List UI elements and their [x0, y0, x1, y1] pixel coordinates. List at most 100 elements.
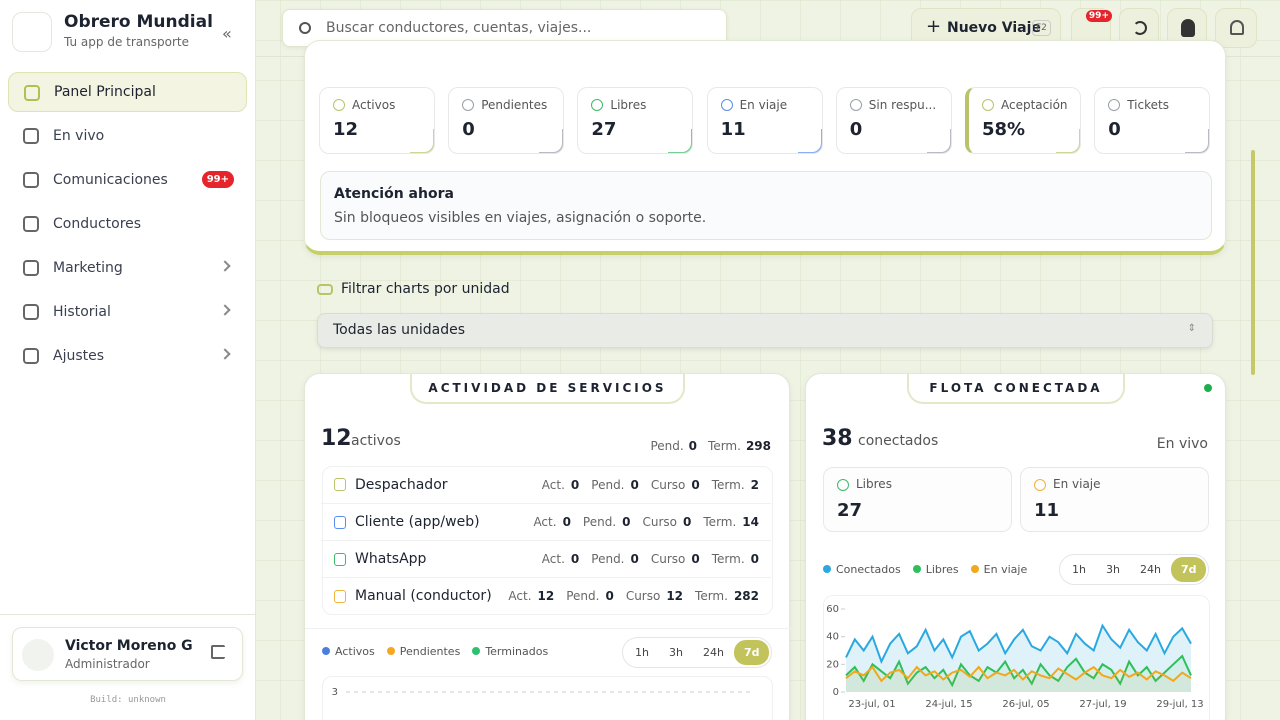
logout[interactable] [211, 645, 225, 659]
user-card[interactable]: Victor Moreno G Administrador [12, 627, 243, 681]
fleet-count-label: conectados [858, 433, 939, 449]
chevron [219, 260, 231, 272]
nav-item[interactable]: En vivo [8, 116, 247, 156]
legend-item: Terminados [472, 645, 548, 658]
cell-label: Curso [642, 515, 678, 529]
legend-dot [823, 565, 831, 573]
stat-card: En viaje 11 [706, 87, 823, 154]
tagline: Tu app de transporte [64, 35, 189, 49]
sidebar: Obrero Mundial Tu app de transporte « Vi… [0, 0, 256, 720]
cell: Pend. 0 [591, 552, 639, 566]
stat-value: 0 [849, 119, 863, 140]
stat-icon [1108, 99, 1121, 111]
nav-label: Panel Principal [54, 84, 156, 100]
fleet-count: 38 [822, 426, 853, 451]
x-tick-label: 23-jul, 01 [848, 699, 895, 710]
unit-select[interactable]: Todas las unidades ⇕ [317, 313, 1213, 348]
live-dot [1204, 384, 1212, 392]
stat-icon [333, 99, 345, 111]
stat-card: Activos 12 [319, 87, 435, 154]
service-cells: Act. 12 Pend. 0 Curso 12 Term. 282 [504, 589, 771, 603]
cell: Term. 0 [712, 552, 759, 566]
x-tick-label: 24-jul, 15 [925, 699, 972, 710]
stat-card: Tickets 0 [1094, 87, 1211, 154]
stat-label: En viaje [739, 98, 788, 112]
range-button[interactable]: 24h [1139, 563, 1161, 576]
stat-label: Aceptación [1001, 98, 1068, 112]
stat-value: 58% [982, 119, 1026, 140]
range-button[interactable]: 3h [1105, 563, 1120, 576]
stat-value: 12 [333, 119, 359, 140]
nav-item[interactable]: Historial [8, 292, 247, 332]
fleet-stat-value: 27 [837, 500, 863, 521]
range-button[interactable]: 1h [635, 646, 649, 659]
nav-label: En vivo [53, 128, 105, 144]
badge: 99+ [1085, 10, 1112, 22]
stat-card: Pendientes 0 [448, 87, 565, 154]
cell-label: Act. [508, 589, 532, 603]
series-line [845, 623, 1192, 665]
service-name: WhatsApp [355, 551, 427, 567]
chevron [219, 304, 231, 316]
fleet-title: FLOTA CONECTADA [929, 381, 1103, 395]
fleet-stat: Libres 27 [823, 467, 1012, 532]
cell-value: 0 [570, 477, 580, 492]
cell: Act. 0 [542, 552, 579, 566]
activity-card: ACTIVIDAD DE SERVICIOS 12 activos Pend. 0… [304, 373, 791, 720]
cell-value: 0 [691, 552, 700, 566]
legend-label: Libres [925, 563, 959, 576]
nav-icon [23, 216, 39, 232]
nav-item[interactable]: Panel Principal [8, 72, 247, 112]
stat-accent [410, 129, 434, 153]
service-icon [334, 478, 346, 491]
legend-label: Pendientes [399, 645, 461, 658]
activity-tab: ACTIVIDAD DE SERVICIOS [410, 374, 685, 404]
nav-item[interactable]: Conductores [8, 204, 247, 244]
service-icon [334, 590, 346, 603]
pend-label: Pend. [650, 439, 684, 453]
range-button[interactable]: 3h [668, 646, 683, 659]
service-name: Despachador [355, 476, 448, 493]
legend-label: Terminados [485, 645, 549, 658]
collapse[interactable]: « [222, 24, 232, 43]
fleet-tab: FLOTA CONECTADA [907, 374, 1125, 404]
range-button[interactable]: 1h [1072, 563, 1086, 576]
service-cells: Act. 0 Pend. 0 Curso 0 Term. 2 [538, 478, 771, 492]
shortcut: F2 [1032, 20, 1051, 36]
legend-dot [386, 647, 395, 655]
attention: Atención ahora Sin bloqueos visibles en … [320, 171, 1212, 240]
fleet-stat-icon [837, 479, 849, 491]
fleet-card: FLOTA CONECTADA 38 conectados En vivo Li… [805, 373, 1226, 720]
nav-label: Marketing [53, 260, 123, 276]
nav-item[interactable]: Comunicaciones 99+ [8, 160, 247, 200]
cell-label: Term. [711, 552, 745, 566]
cell: Pend. 0 [591, 478, 639, 492]
service-row: WhatsApp Act. 0 Pend. 0 Curso 0 Term. 0 [321, 540, 771, 577]
cell-value: 14 [742, 515, 759, 529]
stat-accent [668, 129, 693, 153]
filter-label: Filtrar charts por unidad [341, 281, 510, 297]
cell-label: Curso [650, 477, 686, 492]
fleet-stat-value: 11 [1034, 500, 1060, 521]
cell-label: Pend. [591, 477, 625, 492]
nav-label: Comunicaciones [53, 172, 168, 188]
range-button[interactable]: 24h [702, 646, 724, 659]
legend-label: Conectados [836, 563, 901, 576]
brand: Obrero Mundial [64, 12, 213, 32]
stat-accent [1056, 129, 1080, 153]
cell-label: Curso [650, 552, 686, 566]
cell: Pend. 0 [583, 515, 631, 529]
service-cells: Act. 0 Pend. 0 Curso 0 Term. 0 [538, 552, 771, 566]
range-button[interactable]: 7d [733, 640, 770, 665]
notifications[interactable] [1215, 8, 1257, 48]
service-row: Manual (conductor) Act. 12 Pend. 0 Curso 12 Ter… [321, 577, 771, 614]
service-row: Cliente (app/web) Act. 0 Pend. 0 Curso 0 Term. 1… [321, 503, 771, 540]
legend-item: En viaje [970, 563, 1027, 576]
nav-item[interactable]: Marketing [8, 248, 247, 288]
nav-item[interactable]: Ajustes [8, 336, 247, 376]
legend-dot [472, 647, 481, 655]
range-button[interactable]: 7d [1170, 557, 1207, 582]
nav-icon [23, 172, 39, 188]
cell-value: 0 [605, 589, 614, 603]
